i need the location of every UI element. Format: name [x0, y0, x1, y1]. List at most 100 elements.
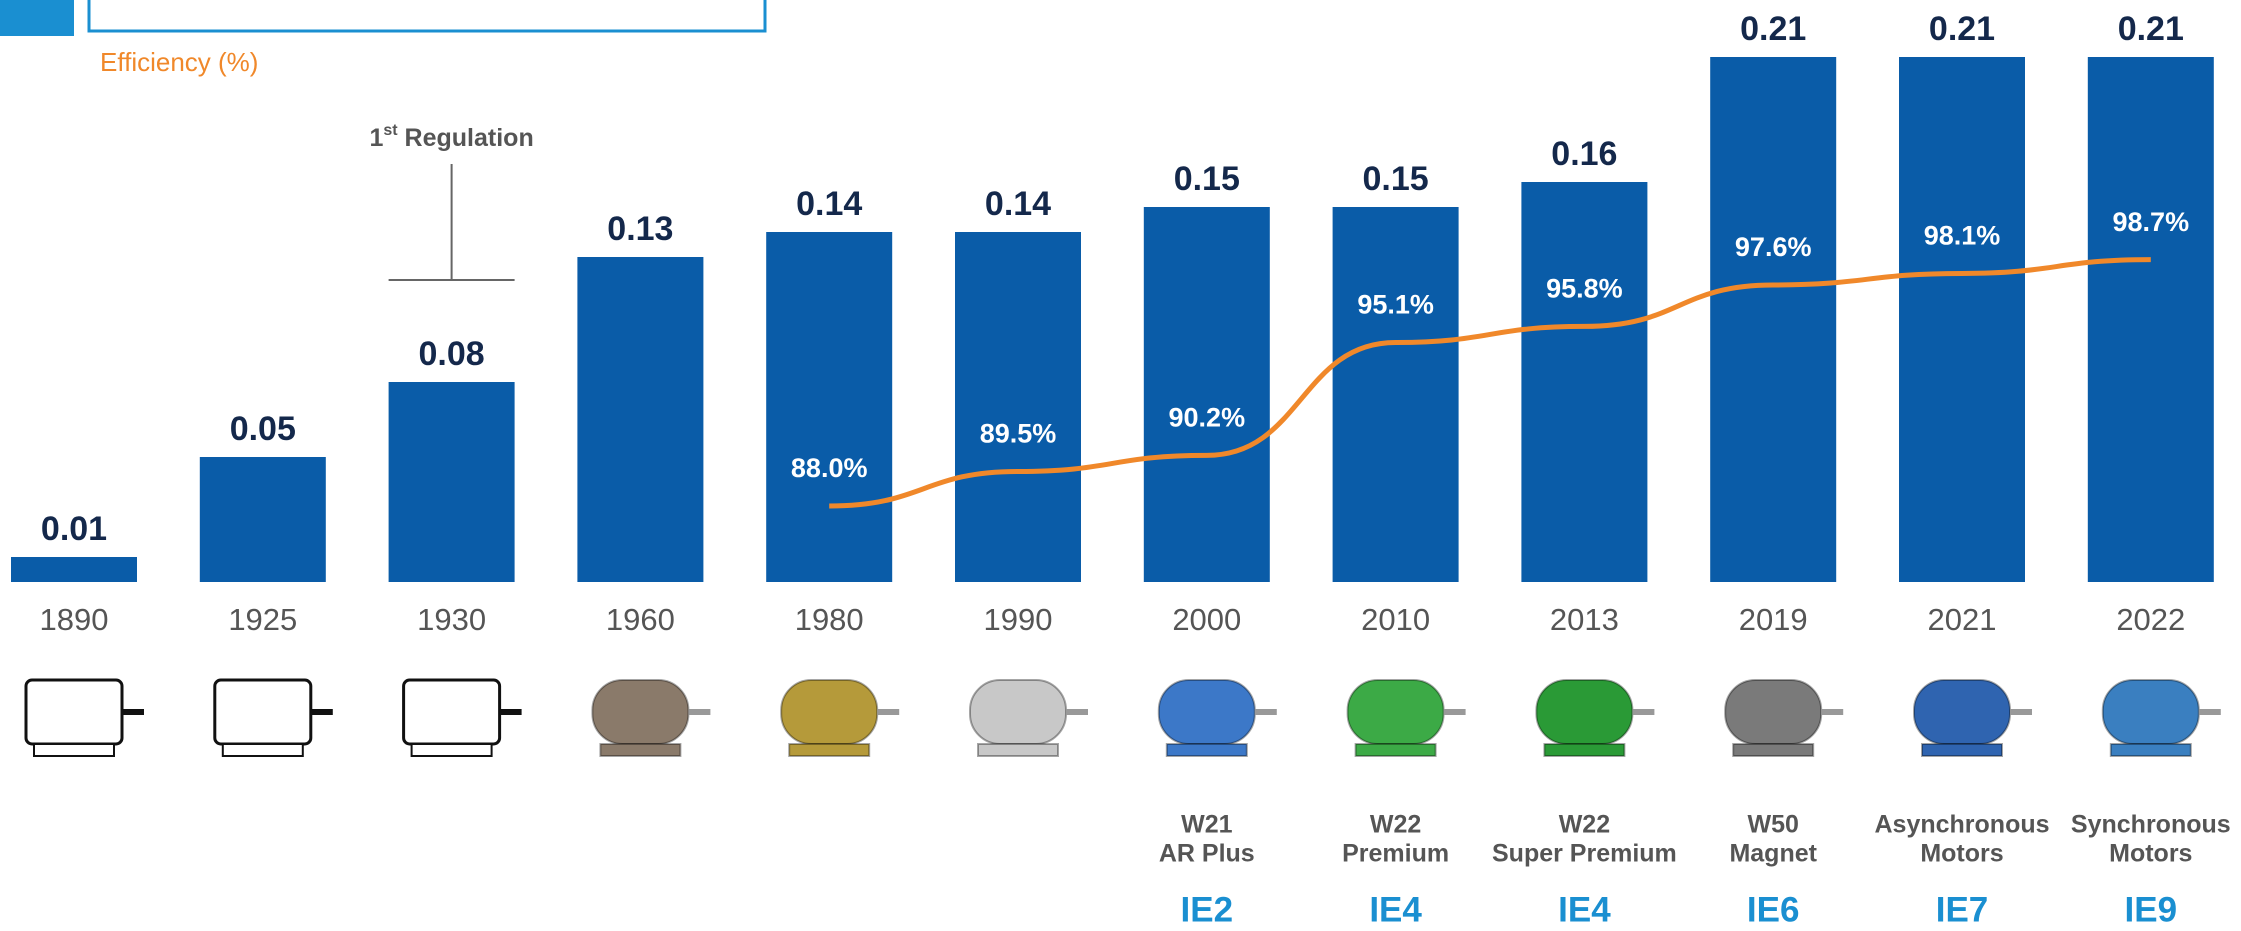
bar-value-label: 0.21	[1740, 10, 1806, 48]
x-tick-label: 1960	[606, 602, 675, 637]
motor-icon	[1536, 680, 1654, 756]
motor-icon	[781, 680, 899, 756]
efficiency-label: 98.1%	[1924, 221, 2001, 251]
efficiency-label: 97.6%	[1735, 232, 1812, 262]
bar	[766, 232, 892, 582]
efficiency-class: IE7	[1936, 890, 1989, 929]
x-tick-label: 2022	[2116, 602, 2185, 637]
x-tick-label: 2013	[1550, 602, 1619, 637]
motor-body	[1914, 680, 2010, 744]
title-box	[89, 0, 765, 31]
efficiency-class: IE4	[1558, 890, 1611, 929]
logo-block	[0, 0, 74, 36]
motor-name: W21	[1181, 811, 1233, 839]
motor-body	[592, 680, 688, 744]
motor-icon	[215, 680, 333, 756]
annotation-part: 1	[369, 124, 383, 152]
bar-value-label: 0.01	[41, 510, 107, 548]
x-tick-label: 1930	[417, 602, 486, 637]
bar-value-label: 0.15	[1363, 160, 1429, 198]
motor-foot	[789, 744, 869, 756]
motor-name: W22	[1370, 811, 1421, 839]
bar	[1521, 182, 1647, 582]
motor-foot	[1167, 744, 1247, 756]
x-tick-label: 1890	[40, 602, 109, 637]
motor-name: Motors	[1920, 840, 2003, 868]
bar	[1899, 57, 2025, 582]
motor-body	[1159, 680, 1255, 744]
annotation-text: 1st Regulation	[369, 122, 533, 151]
motor-name: Synchronous	[2071, 811, 2231, 839]
motor-foot	[2111, 744, 2191, 756]
bar-value-label: 0.21	[2118, 10, 2184, 48]
motor-foot	[1922, 744, 2002, 756]
motor-icon	[26, 680, 144, 756]
motor-name: Magnet	[1729, 840, 1817, 868]
bar-value-label: 0.08	[419, 335, 485, 373]
motor-body	[1725, 680, 1821, 744]
efficiency-label: 90.2%	[1169, 402, 1246, 432]
efficiency-label: 98.7%	[2113, 207, 2190, 237]
motor-foot	[412, 744, 492, 756]
motor-icon	[970, 680, 1088, 756]
bar	[577, 257, 703, 582]
motor-body	[1348, 680, 1444, 744]
efficiency-class: IE6	[1747, 890, 1800, 929]
bar	[389, 382, 515, 582]
motor-icon	[1725, 680, 1843, 756]
bar	[200, 457, 326, 582]
bar	[1144, 207, 1270, 582]
motor-name: Asynchronous	[1874, 811, 2049, 839]
motor-foot	[1733, 744, 1813, 756]
bar-value-label: 0.14	[796, 185, 862, 223]
motor-body	[781, 680, 877, 744]
x-tick-label: 2010	[1361, 602, 1430, 637]
motor-name: Super Premium	[1492, 840, 1677, 868]
motor-foot	[223, 744, 303, 756]
bar	[955, 232, 1081, 582]
motor-body	[970, 680, 1066, 744]
bar-value-label: 0.05	[230, 410, 296, 448]
motor-name: AR Plus	[1159, 840, 1255, 868]
efficiency-label: 88.0%	[791, 453, 868, 483]
bar	[1710, 57, 1836, 582]
motor-foot	[978, 744, 1058, 756]
bar	[1333, 207, 1459, 582]
motor-name: W50	[1747, 811, 1798, 839]
efficiency-label: 95.8%	[1546, 274, 1623, 304]
motor-name: W22	[1559, 811, 1610, 839]
motor-body	[2103, 680, 2199, 744]
bar-value-label: 0.15	[1174, 160, 1240, 198]
bar	[11, 557, 137, 582]
efficiency-label: 89.5%	[980, 419, 1057, 449]
motor-foot	[34, 744, 114, 756]
motor-foot	[1544, 744, 1624, 756]
motor-body	[215, 680, 311, 744]
motor-icon	[404, 680, 522, 756]
motor-foot	[600, 744, 680, 756]
annotation-part: Regulation	[398, 124, 534, 152]
x-tick-label: 2000	[1172, 602, 1241, 637]
efficiency-class: IE9	[2125, 890, 2178, 929]
motor-icon	[1914, 680, 2032, 756]
x-tick-label: 2021	[1928, 602, 1997, 637]
bar-value-label: 0.16	[1551, 135, 1617, 173]
annotation-part: st	[383, 122, 398, 139]
bar-value-label: 0.14	[985, 185, 1051, 223]
motor-icon	[1348, 680, 1466, 756]
motor-name: Motors	[2109, 840, 2192, 868]
motor-body	[404, 680, 500, 744]
x-tick-label: 1925	[228, 602, 297, 637]
x-tick-label: 2019	[1739, 602, 1808, 637]
chart: Efficiency (%) 1st Regulation 0.010.050.…	[0, 0, 2241, 931]
motor-icon	[592, 680, 710, 756]
x-tick-label: 1980	[795, 602, 864, 637]
motor-name: Premium	[1342, 840, 1449, 868]
bar-value-label: 0.13	[607, 210, 673, 248]
bar-value-label: 0.21	[1929, 10, 1995, 48]
motor-icon	[1159, 680, 1277, 756]
motor-foot	[1356, 744, 1436, 756]
x-tick-label: 1990	[984, 602, 1053, 637]
motor-body	[1536, 680, 1632, 744]
motor-body	[26, 680, 122, 744]
